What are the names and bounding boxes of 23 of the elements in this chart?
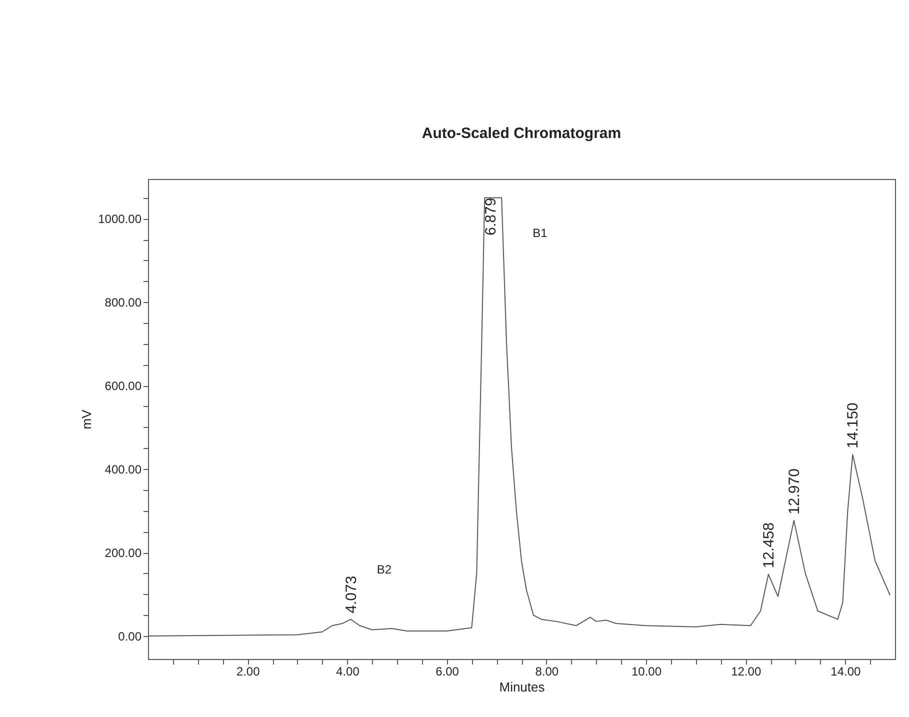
- annotation: 14.150: [844, 402, 862, 448]
- annotation: B1: [532, 226, 548, 240]
- x-tick-label: 6.00: [436, 664, 460, 678]
- annotation: 6.879: [482, 198, 500, 236]
- x-axis-title: Minutes: [499, 680, 546, 694]
- x-tick-label: 8.00: [535, 664, 559, 678]
- x-tick-label: 14.00: [830, 664, 862, 678]
- x-tick-label: 4.00: [336, 664, 360, 678]
- y-tick-label: 1000.00: [98, 212, 142, 226]
- annotation: B2: [376, 562, 392, 576]
- annotation: 12.458: [760, 522, 778, 568]
- x-tick-label: 12.00: [731, 664, 762, 678]
- y-tick-label: 600.00: [104, 379, 142, 394]
- y-tick-label: 200.00: [104, 546, 142, 560]
- y-tick-label: 400.00: [104, 462, 142, 477]
- annotation: 12.970: [786, 468, 803, 514]
- chart-title: Auto-Scaled Chromatogram: [422, 125, 622, 142]
- annotation: 4.073: [342, 576, 360, 614]
- y-tick-label: 0.00: [118, 630, 142, 644]
- x-tick-label: 2.00: [236, 664, 260, 678]
- y-tick-label: 800.00: [104, 296, 142, 310]
- y-axis-title: mV: [79, 409, 94, 430]
- x-tick-label: 10.00: [631, 664, 662, 678]
